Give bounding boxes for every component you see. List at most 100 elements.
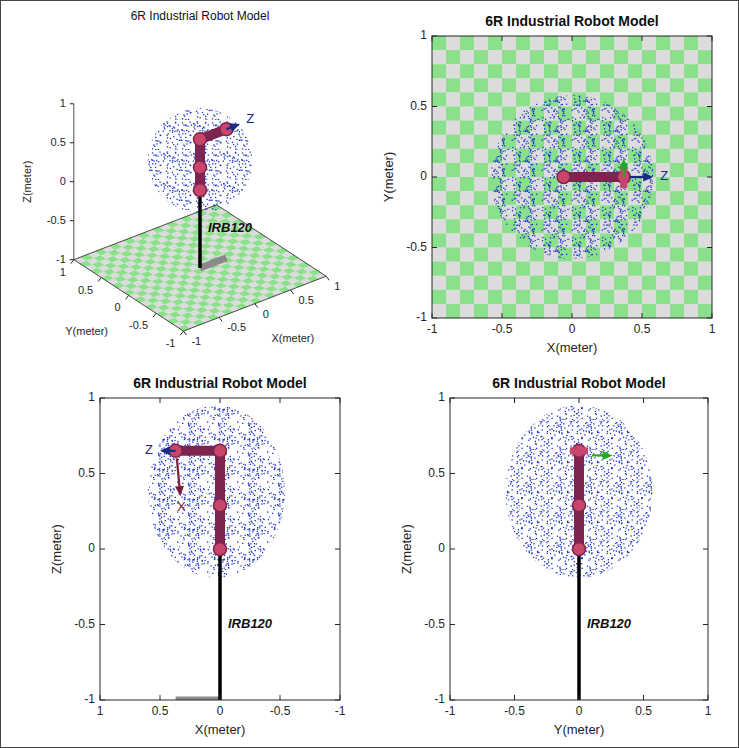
floor-tile <box>656 233 670 247</box>
floor-tile <box>614 262 628 276</box>
floor-tile <box>656 290 670 304</box>
floor-tile <box>446 135 460 149</box>
y-tick-label: 0.5 <box>78 466 95 480</box>
title: 6R Industrial Robot Model <box>485 13 658 29</box>
link-line <box>218 549 222 700</box>
x-tick-label: 0.5 <box>634 322 651 336</box>
y-tick <box>153 313 156 317</box>
panel: -1-0.500.51-1-0.500.51-1-0.500.51X(meter… <box>21 9 341 349</box>
floor-tile <box>642 78 656 92</box>
floor-tile <box>600 78 614 92</box>
floor-tile <box>628 262 642 276</box>
x-tick <box>255 304 258 308</box>
robot-link <box>176 451 220 549</box>
floor-tile <box>628 290 642 304</box>
floor-tile <box>460 121 474 135</box>
floor-tile <box>614 50 628 64</box>
y-tick-label: 0 <box>115 301 121 313</box>
plot-area <box>100 398 340 700</box>
floor-tile <box>488 107 502 121</box>
y-tick-label: -0.5 <box>406 240 427 254</box>
floor-tile <box>670 262 684 276</box>
floor-tile <box>656 50 670 64</box>
workspace-cloud <box>505 406 652 578</box>
floor-tile <box>698 50 712 64</box>
y-tick <box>703 398 708 399</box>
floor-tile <box>544 304 558 318</box>
floor-tile <box>474 36 488 50</box>
floor-tile <box>670 205 684 219</box>
floor-tile <box>586 276 600 290</box>
floor-tile <box>502 276 516 290</box>
floor-tile <box>488 290 502 304</box>
floor-tile <box>460 262 474 276</box>
floor-tile <box>628 276 642 290</box>
floor-tile <box>670 149 684 163</box>
x-tick-label: -1 <box>335 704 346 718</box>
floor-tile <box>656 248 670 262</box>
y-tick <box>335 398 340 399</box>
floor-tile <box>684 205 698 219</box>
floor-tile <box>488 219 502 233</box>
floor-tile <box>656 262 670 276</box>
floor-tile <box>586 304 600 318</box>
floor-tile <box>488 304 502 318</box>
floor-tile <box>642 50 656 64</box>
floor-tile <box>628 233 642 247</box>
y-tick <box>335 473 340 474</box>
x-tick <box>708 398 709 403</box>
x-tick <box>643 695 644 700</box>
y-tick <box>335 549 340 550</box>
floor-tile <box>516 248 530 262</box>
floor-tile <box>460 290 474 304</box>
z-tick <box>70 181 74 182</box>
z-tick <box>70 220 74 221</box>
robot-joint <box>214 499 227 512</box>
floor-tile <box>558 276 572 290</box>
floor-tile <box>656 191 670 205</box>
floor-tile <box>544 36 558 50</box>
floor-tile <box>432 177 446 191</box>
floor-tile <box>586 78 600 92</box>
floor-tile <box>516 92 530 106</box>
floor-tile <box>474 290 488 304</box>
floor-tile <box>572 290 586 304</box>
floor-tile <box>558 36 572 50</box>
floor-tile <box>488 121 502 135</box>
labels: IRB120Z <box>208 111 254 235</box>
floor-tile <box>432 262 446 276</box>
x-tick-label: 0.5 <box>298 294 313 306</box>
x-tick <box>340 695 341 700</box>
floor-tile <box>474 64 488 78</box>
floor-tile <box>614 248 628 262</box>
x-tick <box>708 695 709 700</box>
floor-tile <box>446 121 460 135</box>
x-tick-label: -0.5 <box>227 321 246 333</box>
floor-tile <box>600 304 614 318</box>
y-tick <box>126 295 129 299</box>
floor-tile <box>572 50 586 64</box>
axes-frame <box>450 398 708 700</box>
floor-tile <box>642 262 656 276</box>
floor-tile <box>698 107 712 121</box>
floor-tile <box>530 50 544 64</box>
y-tick <box>335 700 340 701</box>
floor-tile <box>558 290 572 304</box>
floor-tile <box>684 233 698 247</box>
floor-tile <box>642 107 656 121</box>
y-tick <box>100 624 105 625</box>
figure: -1-0.500.51-1-0.500.51-1-0.500.51X(meter… <box>0 0 739 748</box>
floor-tile <box>670 78 684 92</box>
y-tick-label: -1 <box>84 692 95 706</box>
floor-tile <box>432 233 446 247</box>
floor-tile <box>670 290 684 304</box>
floor-tile <box>460 149 474 163</box>
plot-area <box>432 36 712 318</box>
y-tick <box>98 278 101 282</box>
floor-tile <box>432 50 446 64</box>
floor-tile <box>642 36 656 50</box>
robot-joint <box>194 184 207 197</box>
x-tick <box>290 290 293 294</box>
y-tick <box>432 36 437 37</box>
x-tick-label: 0.5 <box>635 704 652 718</box>
